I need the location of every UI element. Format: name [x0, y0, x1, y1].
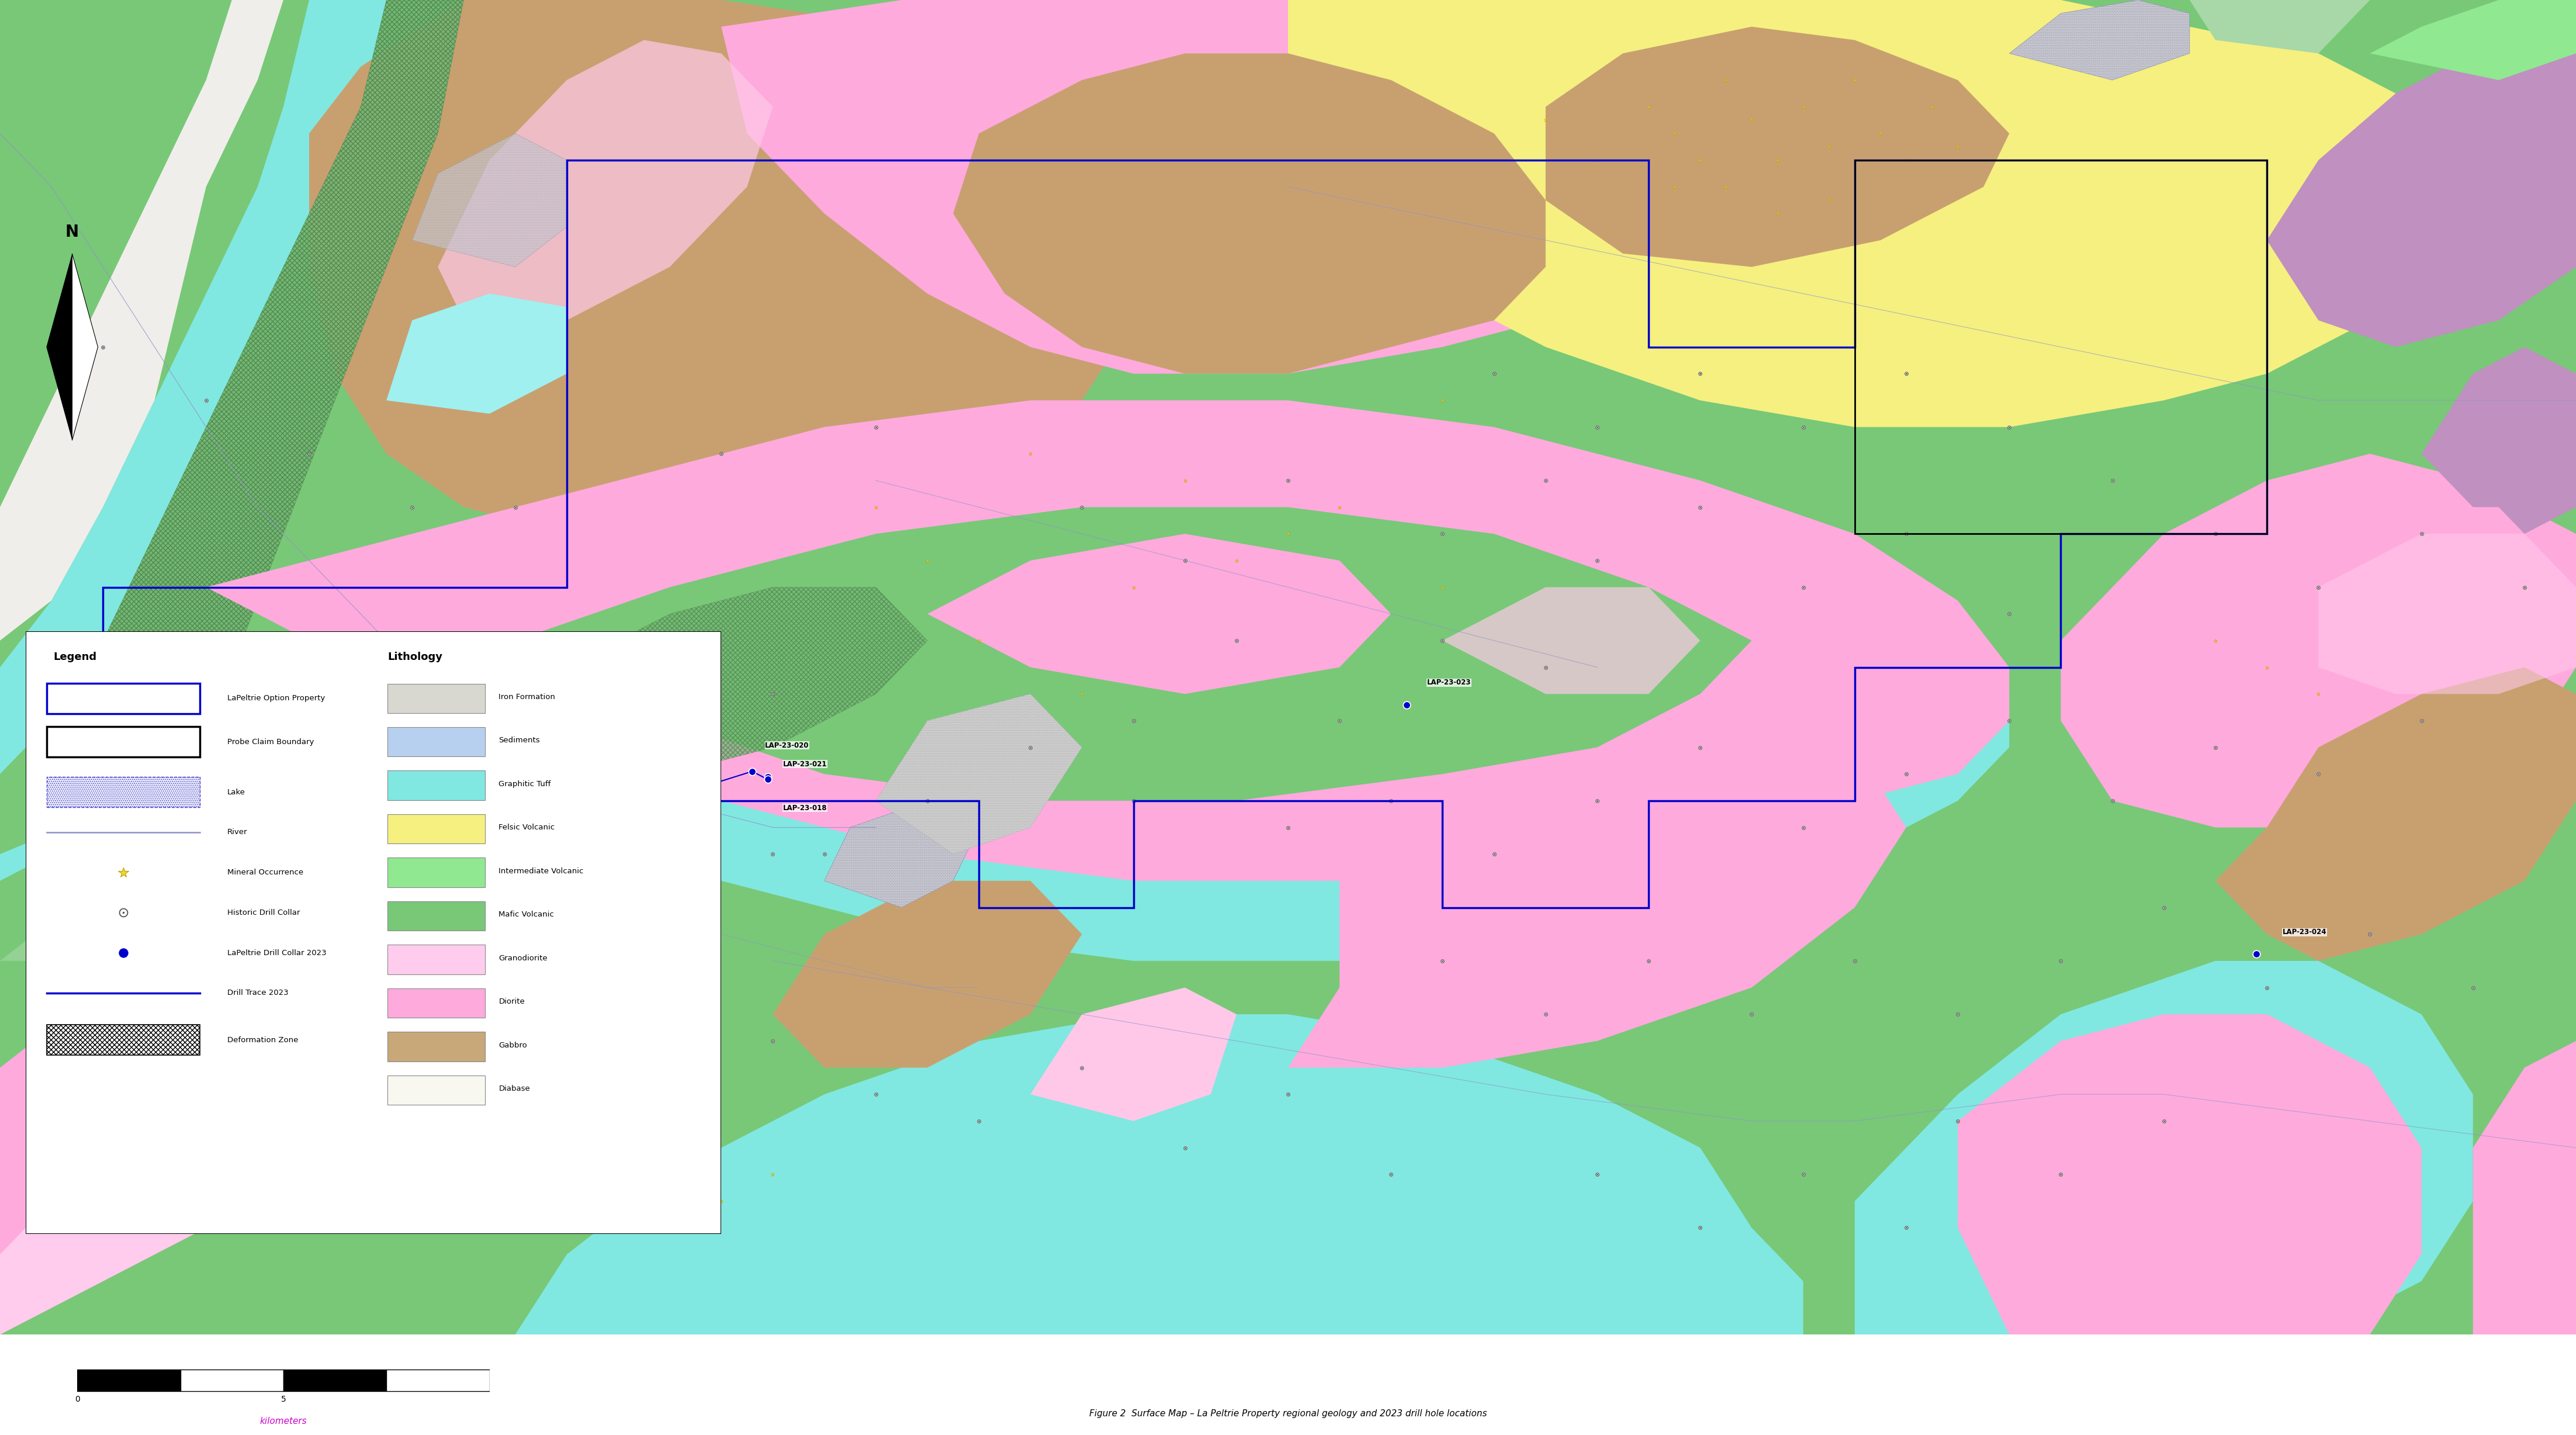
Polygon shape: [103, 0, 464, 748]
Polygon shape: [309, 0, 1133, 534]
Polygon shape: [0, 801, 618, 1015]
Polygon shape: [1855, 961, 2473, 1335]
Text: Gabbro: Gabbro: [500, 1042, 528, 1049]
Polygon shape: [2370, 0, 2576, 80]
Polygon shape: [721, 0, 1855, 373]
Bar: [386, 944, 484, 974]
Bar: [46, 778, 201, 806]
Text: kilometers: kilometers: [260, 1418, 307, 1426]
Bar: [1855, 161, 2267, 534]
Polygon shape: [2215, 667, 2576, 961]
Polygon shape: [515, 1015, 1752, 1335]
Text: Figure 2  Surface Map – La Peltrie Property regional geology and 2023 drill hole: Figure 2 Surface Map – La Peltrie Proper…: [1090, 1409, 1486, 1418]
Polygon shape: [0, 0, 283, 640]
Polygon shape: [953, 53, 1546, 373]
Text: River: River: [227, 828, 247, 837]
Text: Probe Claim Boundary: Probe Claim Boundary: [227, 738, 314, 746]
Bar: [283, 1369, 386, 1392]
Polygon shape: [0, 0, 386, 773]
Text: LAP-23-020: LAP-23-020: [765, 742, 809, 749]
Polygon shape: [72, 254, 98, 441]
Polygon shape: [206, 400, 2009, 881]
Polygon shape: [0, 1040, 361, 1335]
Bar: [77, 1369, 180, 1392]
Polygon shape: [2421, 347, 2576, 507]
Bar: [386, 901, 484, 931]
Text: Sediments: Sediments: [500, 736, 541, 745]
Text: LAP-23-024: LAP-23-024: [2282, 928, 2326, 936]
Bar: [386, 989, 484, 1017]
Text: LAP-23-018: LAP-23-018: [783, 804, 827, 812]
Text: Deformation Zone: Deformation Zone: [227, 1036, 299, 1043]
Polygon shape: [1030, 1201, 1803, 1335]
Text: Legend: Legend: [54, 651, 98, 662]
Text: Drill Trace 2023: Drill Trace 2023: [227, 989, 289, 997]
Bar: [180, 1369, 283, 1392]
Polygon shape: [927, 534, 1391, 695]
Bar: [46, 1025, 201, 1055]
Bar: [386, 683, 484, 713]
Text: N: N: [64, 224, 80, 240]
Bar: [386, 1032, 484, 1062]
Text: Diabase: Diabase: [500, 1085, 531, 1092]
Text: Granodiorite: Granodiorite: [500, 954, 549, 961]
Text: 0: 0: [75, 1395, 80, 1403]
Bar: [46, 683, 201, 713]
Bar: [46, 726, 201, 756]
Polygon shape: [2473, 428, 2576, 534]
Text: Intermediate Volcanic: Intermediate Volcanic: [500, 867, 585, 875]
Polygon shape: [1443, 587, 1700, 695]
Text: Lithology: Lithology: [386, 651, 443, 662]
Polygon shape: [0, 481, 2009, 961]
Text: LaPeltrie Option Property: LaPeltrie Option Property: [227, 695, 325, 702]
Polygon shape: [1288, 0, 2473, 428]
Bar: [386, 1075, 484, 1105]
Bar: [386, 858, 484, 887]
Bar: [386, 1369, 489, 1392]
Polygon shape: [2318, 534, 2576, 695]
Text: Iron Formation: Iron Formation: [500, 693, 556, 700]
Text: LaPeltrie Drill Collar 2023: LaPeltrie Drill Collar 2023: [227, 949, 327, 957]
Polygon shape: [2267, 53, 2576, 347]
Polygon shape: [412, 133, 567, 267]
Text: Felsic Volcanic: Felsic Volcanic: [500, 824, 554, 831]
Polygon shape: [2473, 1040, 2576, 1335]
Text: 5: 5: [281, 1395, 286, 1403]
Polygon shape: [2009, 0, 2190, 80]
Polygon shape: [1288, 667, 1906, 1068]
Bar: [386, 771, 484, 801]
Bar: [386, 814, 484, 844]
Text: Mineral Occurrence: Mineral Occurrence: [227, 868, 304, 877]
Polygon shape: [515, 587, 927, 773]
Polygon shape: [824, 801, 979, 907]
Polygon shape: [2061, 453, 2576, 828]
Polygon shape: [1546, 27, 2009, 267]
Polygon shape: [438, 40, 773, 320]
Text: Lake: Lake: [227, 788, 245, 796]
Text: LAP-22-012_EXT: LAP-22-012_EXT: [471, 822, 533, 829]
Polygon shape: [1958, 1015, 2421, 1335]
Polygon shape: [515, 507, 1752, 801]
Polygon shape: [2190, 0, 2370, 53]
Polygon shape: [0, 907, 464, 1335]
Text: Diorite: Diorite: [500, 997, 526, 1006]
Bar: [386, 728, 484, 756]
Text: LAP-23-023: LAP-23-023: [1427, 679, 1471, 686]
Text: Historic Drill Collar: Historic Drill Collar: [227, 908, 301, 917]
Polygon shape: [386, 294, 567, 413]
Polygon shape: [876, 695, 1082, 854]
Polygon shape: [1030, 987, 1236, 1121]
Polygon shape: [773, 881, 1082, 1068]
Text: LAP-23-021: LAP-23-021: [783, 761, 827, 768]
Text: Graphitic Tuff: Graphitic Tuff: [500, 781, 551, 788]
Text: Mafic Volcanic: Mafic Volcanic: [500, 911, 554, 918]
Text: LAP-23-019: LAP-23-019: [538, 812, 582, 819]
Polygon shape: [46, 254, 72, 441]
